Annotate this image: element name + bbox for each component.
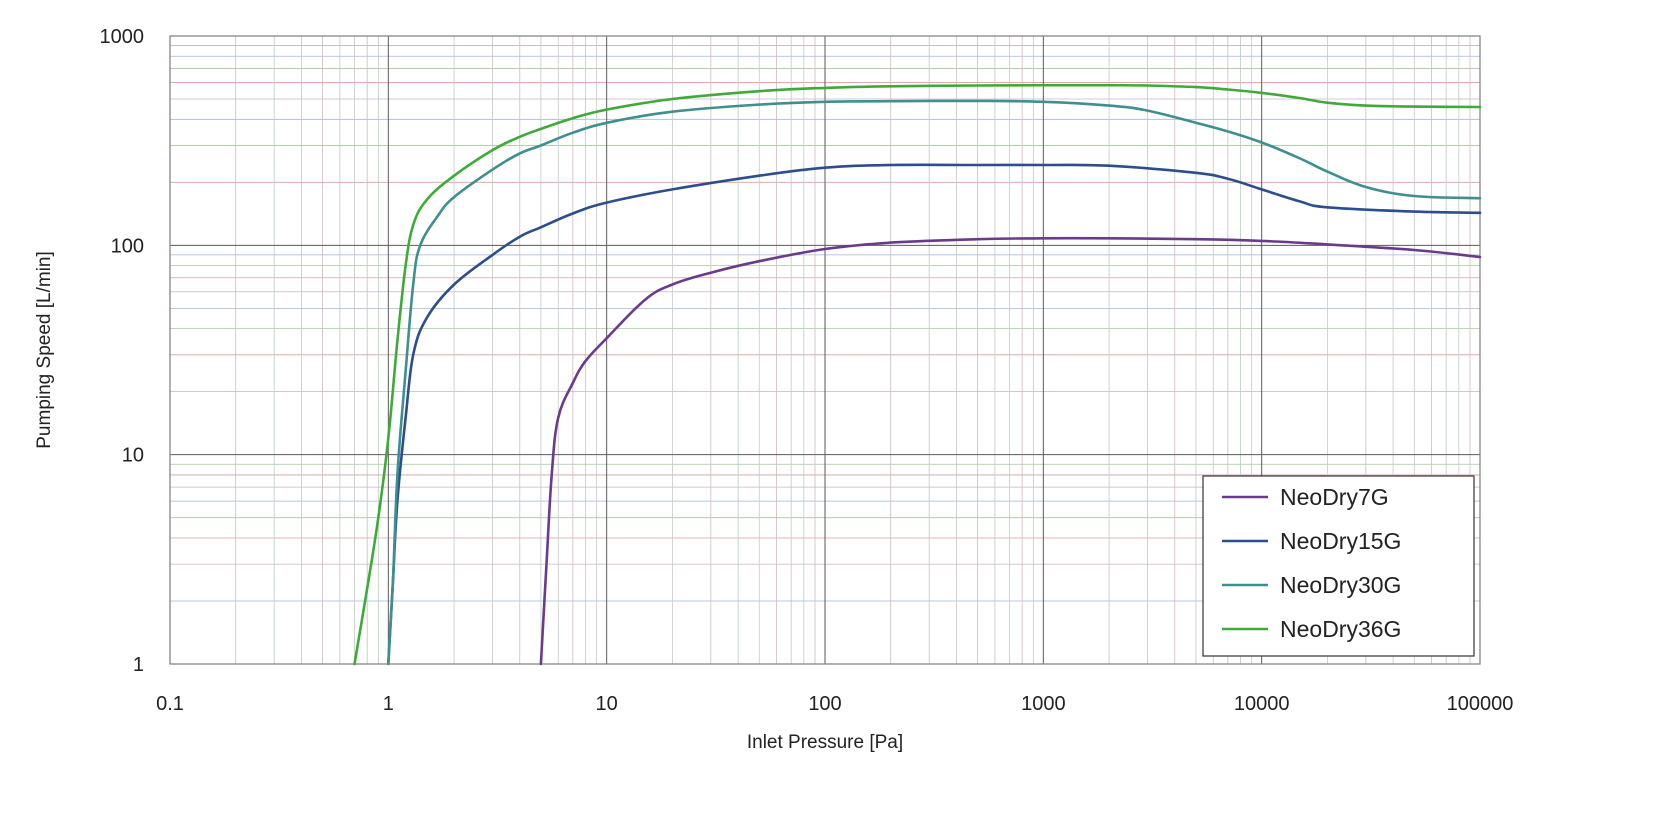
legend-label: NeoDry36G xyxy=(1280,616,1401,642)
y-tick-label: 10 xyxy=(122,445,144,467)
x-tick-label: 1000 xyxy=(1021,693,1066,715)
y-tick-label: 1000 xyxy=(100,26,145,48)
series-line-neodry15g xyxy=(387,163,1482,666)
x-tick-label: 1 xyxy=(383,693,394,715)
x-tick-label: 100000 xyxy=(1447,693,1514,715)
x-tick-label: 0.1 xyxy=(156,693,184,715)
legend-box xyxy=(1202,475,1475,657)
x-tick-label: 100 xyxy=(808,693,841,715)
legend: NeoDry7G NeoDry15G NeoDry30G NeoDry36G xyxy=(1202,475,1475,657)
y-axis-title: Pumping Speed [L/min] xyxy=(34,251,55,449)
series-layer xyxy=(353,83,1482,666)
plot-frame xyxy=(169,35,1481,665)
legend-items: NeoDry7G NeoDry15G NeoDry30G NeoDry36G xyxy=(1222,484,1401,642)
y-tick-label: 1 xyxy=(133,654,144,676)
series-line-neodry36g xyxy=(353,83,1482,666)
legend-label: NeoDry30G xyxy=(1280,572,1401,598)
legend-label: NeoDry15G xyxy=(1280,528,1401,554)
y-tick-label: 100 xyxy=(111,235,144,257)
x-tick-label: 10000 xyxy=(1234,693,1290,715)
legend-label: NeoDry7G xyxy=(1280,484,1389,510)
series-line-neodry30g xyxy=(387,99,1482,666)
y-tick-labels: 1 10 100 1000 xyxy=(100,26,145,676)
x-tick-label: 10 xyxy=(596,693,618,715)
x-tick-labels: 0.1 1 10 100 1000 10000 100000 xyxy=(156,693,1513,715)
x-axis-title: Inlet Pressure [Pa] xyxy=(747,732,903,753)
series-line-neodry7g xyxy=(539,236,1482,666)
